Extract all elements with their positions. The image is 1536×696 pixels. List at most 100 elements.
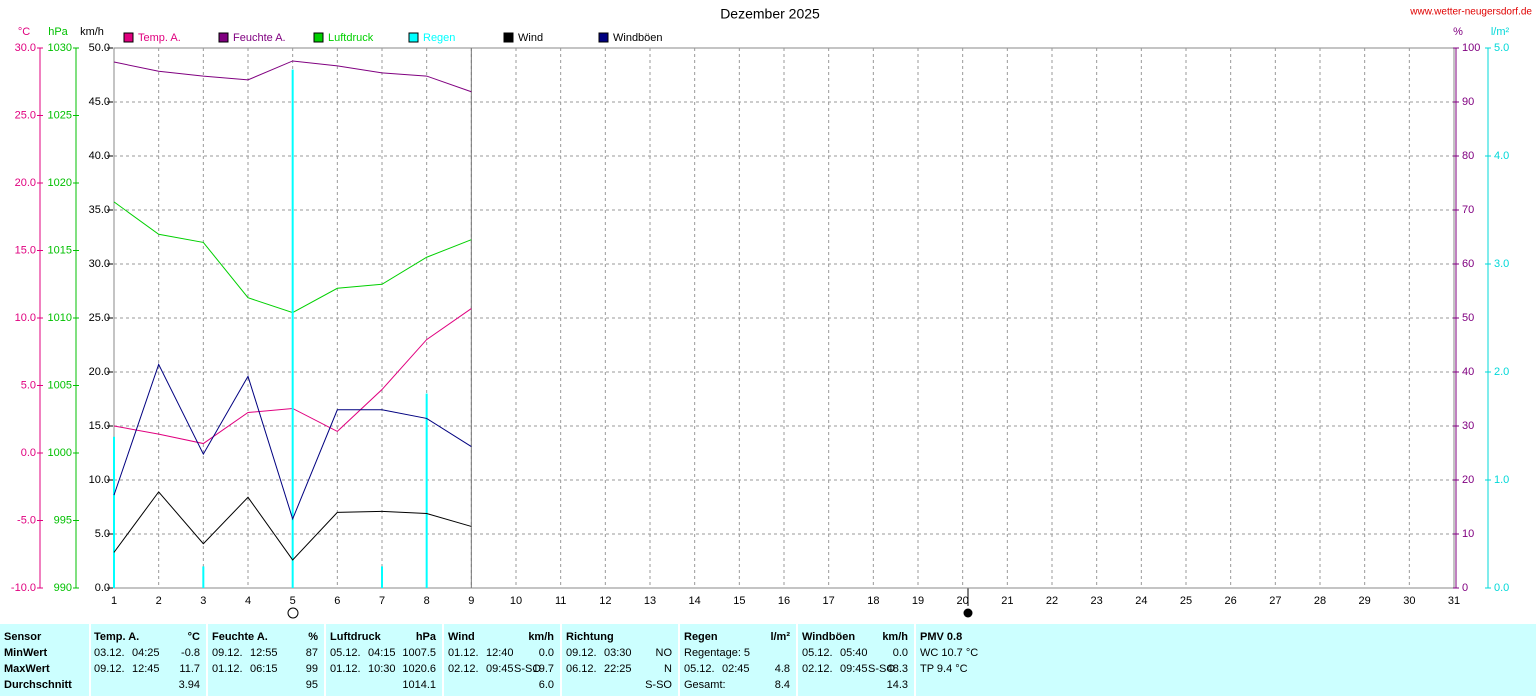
x-tick-label: 8 xyxy=(424,595,430,607)
table-header: Windböen xyxy=(802,631,855,643)
axis-unit: % xyxy=(1453,26,1463,38)
legend-swatch xyxy=(598,32,609,43)
y-tick-label: 60 xyxy=(1462,258,1474,270)
table-cell: S-SO xyxy=(868,663,895,675)
legend-label: Wind xyxy=(518,32,543,44)
table-cell: 04:25 xyxy=(132,647,160,659)
table-cell: -0.8 xyxy=(181,647,200,659)
y-tick-label: 50.0 xyxy=(89,42,110,54)
table-cell: N xyxy=(664,663,672,675)
rain-bar xyxy=(381,566,383,588)
table-background xyxy=(0,624,1536,696)
table-cell: 05:40 xyxy=(840,647,868,659)
y-tick-label: 100 xyxy=(1462,42,1480,54)
x-tick-label: 22 xyxy=(1046,595,1058,607)
table-cell: 10:30 xyxy=(368,663,396,675)
legend-label: Temp. A. xyxy=(138,32,181,44)
table-cell: 04:15 xyxy=(368,647,396,659)
table-cell: 1020.6 xyxy=(402,663,436,675)
x-tick-label: 7 xyxy=(379,595,385,607)
table-unit: km/h xyxy=(882,631,908,643)
axis-unit: km/h xyxy=(80,26,104,38)
table-cell: 05.12. xyxy=(684,663,715,675)
y-tick-label: 1000 xyxy=(48,447,72,459)
table-cell: 09.12. xyxy=(94,663,125,675)
y-tick-label: 1005 xyxy=(48,379,72,391)
rain-bar xyxy=(291,69,294,589)
table-header: Feuchte A. xyxy=(212,631,268,643)
y-tick-label: -10.0 xyxy=(11,582,36,594)
table-cell: 09:45 xyxy=(840,663,868,675)
y-tick-label: 0.0 xyxy=(95,582,110,594)
x-tick-label: 30 xyxy=(1403,595,1415,607)
table-cell: 06:15 xyxy=(250,663,278,675)
table-cell: 09.12. xyxy=(212,647,243,659)
x-tick-label: 6 xyxy=(334,595,340,607)
x-tick-label: 27 xyxy=(1269,595,1281,607)
y-tick-label: 30 xyxy=(1462,420,1474,432)
y-tick-label: 2.0 xyxy=(1494,366,1509,378)
x-tick-label: 28 xyxy=(1314,595,1326,607)
y-tick-label: 0 xyxy=(1462,582,1468,594)
rain-bar xyxy=(202,566,205,588)
table-cell: 02.12. xyxy=(448,663,479,675)
x-tick-label: 17 xyxy=(823,595,835,607)
y-tick-label: 0.0 xyxy=(21,447,36,459)
x-tick-label: 29 xyxy=(1359,595,1371,607)
table-cell: MaxWert xyxy=(4,663,50,675)
table-cell: 1014.1 xyxy=(402,679,436,691)
series-line xyxy=(113,363,472,521)
table-header: Luftdruck xyxy=(330,631,382,643)
table-cell: 87 xyxy=(306,647,318,659)
table-cell: 22:25 xyxy=(604,663,632,675)
table-header: Richtung xyxy=(566,631,614,643)
table-unit: hPa xyxy=(416,631,437,643)
chart-title: Dezember 2025 xyxy=(720,6,820,22)
x-tick-label: 15 xyxy=(733,595,745,607)
x-tick-label: 16 xyxy=(778,595,790,607)
table-unit: % xyxy=(308,631,318,643)
source-link[interactable]: www.wetter-neugersdorf.de xyxy=(1409,7,1532,18)
y-tick-label: 1025 xyxy=(48,109,72,121)
table-unit: km/h xyxy=(528,631,554,643)
table-cell: 09.12. xyxy=(566,647,597,659)
y-tick-label: 1020 xyxy=(48,177,72,189)
y-tick-label: 25.0 xyxy=(15,109,36,121)
legend-label: Regen xyxy=(423,32,455,44)
table-header: Temp. A. xyxy=(94,631,139,643)
table-header: PMV 0.8 xyxy=(920,631,962,643)
legend-label: Feuchte A. xyxy=(233,32,286,44)
y-tick-label: 5.0 xyxy=(1494,42,1509,54)
legend-swatch xyxy=(408,32,419,43)
x-tick-label: 13 xyxy=(644,595,656,607)
table-cell: 3.94 xyxy=(179,679,200,691)
series-line xyxy=(113,491,472,561)
table-header: Wind xyxy=(448,631,475,643)
x-tick-label: 24 xyxy=(1135,595,1147,607)
table-cell: 19.7 xyxy=(533,663,554,675)
table-cell: TP 9.4 °C xyxy=(920,663,968,675)
legend-swatch xyxy=(313,32,324,43)
axis-unit: hPa xyxy=(48,26,68,38)
table-cell: 12:40 xyxy=(486,647,514,659)
table-cell: 09:45 xyxy=(486,663,514,675)
table-cell: 0.0 xyxy=(893,647,908,659)
table-cell: 0.0 xyxy=(539,647,554,659)
x-tick-label: 4 xyxy=(245,595,251,607)
table-cell: 12:45 xyxy=(132,663,160,675)
table-cell: Durchschnitt xyxy=(4,679,72,691)
table-cell: 8.4 xyxy=(775,679,790,691)
x-tick-label: 9 xyxy=(468,595,474,607)
table-header: Regen xyxy=(684,631,718,643)
y-tick-label: 20.0 xyxy=(89,366,110,378)
y-tick-label: 1010 xyxy=(48,312,72,324)
table-cell: S-SO xyxy=(645,679,672,691)
table-cell: 11.7 xyxy=(179,663,200,675)
table-cell: Gesamt: xyxy=(684,679,726,691)
x-tick-label: 2 xyxy=(156,595,162,607)
table-cell: 06.12. xyxy=(566,663,597,675)
x-tick-label: 25 xyxy=(1180,595,1192,607)
y-tick-label: 80 xyxy=(1462,150,1474,162)
